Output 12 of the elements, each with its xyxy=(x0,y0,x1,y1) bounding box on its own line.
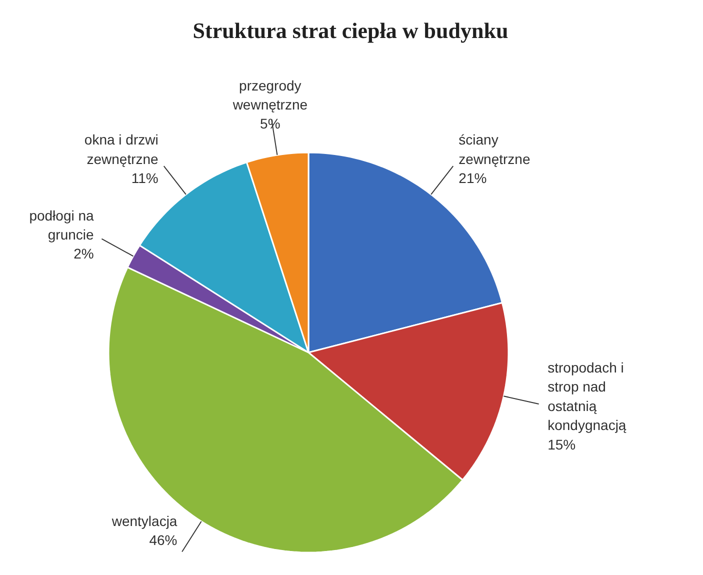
data-label: 2% xyxy=(74,246,94,262)
slice-label: podłogi na gruncie xyxy=(29,207,94,242)
slice-label: okna i drzwi zewnętrzne xyxy=(84,132,159,167)
slice-label: ściany zewnętrzne xyxy=(458,132,530,167)
slice-label: przegrody wewnętrzne xyxy=(232,77,308,112)
data-label: 15% xyxy=(548,436,576,452)
data-label: 21% xyxy=(458,170,487,186)
slice-label: stropodach i strop nad ostatnią kondygnacją xyxy=(548,360,626,434)
chart-title: Struktura strat ciepła w budynku xyxy=(192,18,508,43)
slice-label: wentylacja xyxy=(110,512,178,529)
data-label: 11% xyxy=(131,170,158,186)
data-label: 46% xyxy=(149,532,178,548)
